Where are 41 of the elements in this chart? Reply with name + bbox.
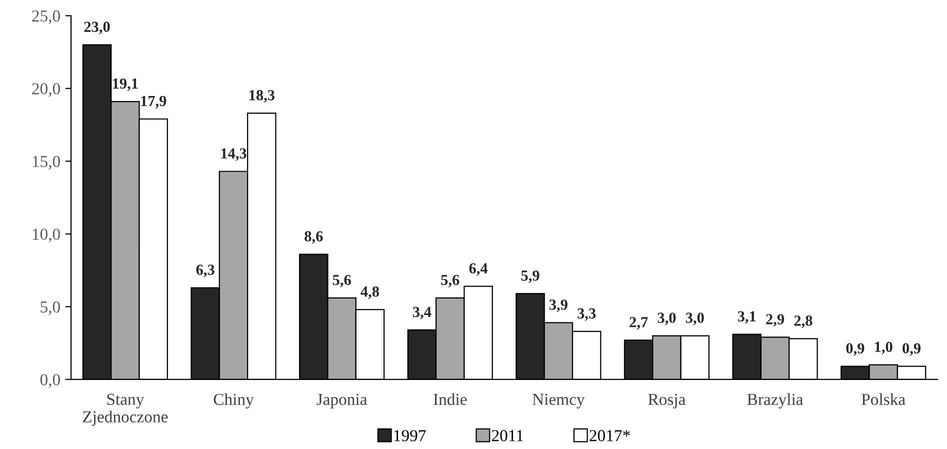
y-tick-label: 15,0: [32, 156, 60, 170]
data-label: 18,3: [250, 90, 274, 103]
x-tick-label: Chiny: [214, 393, 254, 408]
data-label: 3,1: [738, 311, 756, 324]
y-tick-label: 5,0: [40, 301, 60, 316]
x-tick-label: Stany Zjednoczone: [82, 394, 168, 426]
legend-label: 2011: [492, 430, 523, 442]
data-label: 2,8: [794, 316, 812, 328]
x-tick-label: Japonia: [316, 394, 368, 408]
data-label: 3,9: [549, 300, 568, 312]
data-label: 0,9: [902, 343, 921, 356]
y-tick-label: 20,0: [32, 83, 60, 97]
legend-label: 2017*: [590, 430, 630, 442]
x-tick-label: Indie: [434, 393, 467, 406]
data-label: 4,8: [360, 286, 380, 299]
data-label: 3,3: [578, 308, 596, 321]
data-label: 3,0: [658, 312, 676, 326]
data-label: 8,6: [304, 231, 323, 244]
data-label: 19,1: [113, 78, 138, 91]
data-label: 2,7: [630, 317, 648, 330]
data-label: 3,4: [412, 306, 432, 320]
legend-label: 1997: [394, 430, 426, 442]
data-label: 2,9: [766, 314, 784, 327]
data-label: 6,3: [196, 264, 214, 278]
data-label: 5,9: [521, 270, 540, 283]
data-label: 5,6: [332, 274, 351, 288]
x-tick-label: Brazylia: [747, 393, 804, 408]
x-tick-label: Rosja: [648, 394, 686, 408]
data-label: 0,9: [846, 343, 864, 356]
x-tick-label: Niemcy: [532, 394, 585, 408]
data-label: 5,6: [441, 274, 460, 288]
data-label: 1,0: [875, 342, 892, 354]
data-label: 3,0: [686, 312, 704, 326]
data-label: 17,9: [141, 96, 166, 108]
data-label: 14,3: [221, 148, 246, 161]
y-tick-label: 0,0: [40, 374, 60, 388]
y-tick-label: 25,0: [32, 10, 60, 24]
data-label: 6,4: [469, 263, 488, 276]
data-label: 23,0: [84, 22, 110, 34]
x-tick-label: Polska: [862, 393, 906, 406]
y-tick-label: 10,0: [32, 228, 60, 242]
